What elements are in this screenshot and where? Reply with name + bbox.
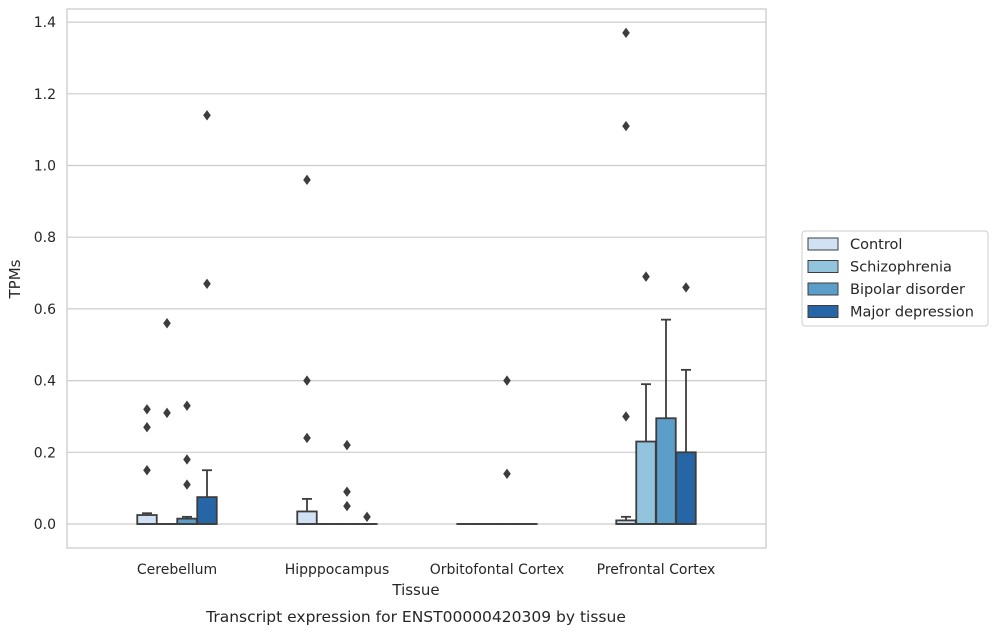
box [136, 514, 158, 525]
y-tick-label: 1.0 [34, 159, 56, 175]
legend-swatch [807, 260, 839, 273]
box-0-3 [615, 27, 637, 525]
outlier-point [622, 27, 630, 39]
box-0-1 [296, 174, 318, 525]
box [296, 510, 318, 525]
x-tick-label: Cerebellum [137, 562, 217, 578]
outlier-point [303, 375, 311, 386]
y-tick-label: 1.2 [34, 87, 56, 103]
legend-swatch [807, 305, 839, 318]
legend-label: Major depression [850, 305, 974, 321]
box-3-3 [675, 282, 697, 525]
y-tick-label: 0.8 [34, 230, 56, 246]
y-tick-label: 1.4 [34, 15, 56, 31]
y-tick-label: 0.4 [34, 374, 56, 390]
chart-caption: Transcript expression for ENST0000042030… [205, 608, 626, 626]
legend-label: Bipolar disorder [850, 282, 965, 298]
box [655, 417, 677, 525]
legend-label: Control [850, 237, 902, 253]
outlier-point [303, 432, 311, 444]
x-axis-label: Tissue [391, 581, 439, 599]
y-tick-label: 0.6 [34, 302, 56, 318]
outlier-point [203, 110, 211, 121]
legend-swatch [807, 237, 839, 251]
box-3-0 [196, 110, 218, 525]
box [635, 440, 657, 525]
box-1-0 [156, 318, 178, 525]
outlier-point [622, 411, 630, 422]
x-tick-labels: Cerebellum Hipppocampus Orbitofontal Corte… [137, 562, 715, 578]
box [675, 451, 697, 525]
outlier-point [503, 375, 511, 386]
box-2-3 [655, 318, 677, 525]
y-axis-label: TPMs [6, 259, 24, 299]
outlier-point [363, 511, 371, 523]
box [196, 496, 218, 525]
outlier-point [143, 404, 151, 415]
grid-lines [67, 21, 766, 525]
box-2-2 [496, 375, 518, 525]
x-tick-label: Prefrontal Cortex [597, 562, 716, 578]
box-3-1 [356, 511, 378, 525]
outlier-point [503, 468, 511, 480]
outlier-point [183, 454, 191, 465]
outlier-point [143, 422, 151, 433]
y-tick-label: 0.0 [34, 517, 56, 533]
plot-frame [66, 8, 767, 549]
box-groups [136, 27, 697, 525]
outlier-point [622, 120, 630, 132]
box-0-0 [136, 404, 158, 525]
legend-frame [801, 230, 989, 327]
x-tick-label: Orbitofontal Cortex [430, 562, 565, 578]
y-tick-labels: 0.0 0.2 0.4 0.6 0.8 1.0 1.2 1.4 [34, 15, 56, 533]
x-tick-label: Hipppocampus [285, 562, 390, 578]
outlier-point [343, 486, 351, 497]
y-tick-label: 0.2 [34, 445, 56, 461]
legend-swatch [807, 282, 839, 296]
outlier-point [682, 282, 690, 293]
outlier-point [183, 479, 191, 490]
box-2-0 [176, 400, 198, 525]
outlier-point [143, 465, 151, 476]
legend: Control Schizophrenia Bipolar disorder Majo… [801, 230, 989, 327]
outlier-point [163, 318, 171, 329]
outlier-point [183, 400, 191, 411]
outlier-point [303, 174, 311, 186]
outlier-point [343, 500, 351, 512]
outlier-point [163, 407, 171, 419]
outlier-point [203, 278, 211, 290]
outlier-point [642, 271, 650, 282]
legend-label: Schizophrenia [850, 260, 952, 276]
outlier-point [343, 439, 351, 451]
